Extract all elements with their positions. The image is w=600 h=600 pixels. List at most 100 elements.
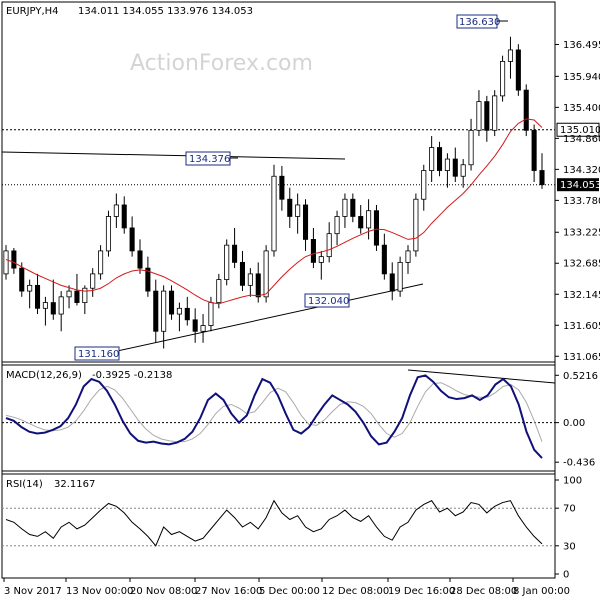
plot-frame [1, 1, 556, 579]
candle-body [74, 290, 80, 303]
candle-body [397, 261, 403, 292]
candle-body [66, 290, 72, 298]
moving-average-line [5, 118, 543, 305]
candle-body [358, 216, 364, 229]
candle-body [98, 250, 104, 275]
annotation-136630: 136.630 [456, 14, 508, 29]
price-tick-label: 136.495 [563, 40, 600, 51]
candle-body [216, 279, 222, 303]
candle-body [224, 244, 230, 281]
candle-body [145, 267, 151, 292]
annotation-134376-text: 134.376 [189, 154, 230, 165]
rsi-line [5, 499, 543, 547]
candle-body [295, 204, 301, 217]
candle-body [50, 302, 56, 315]
candle-body [3, 250, 9, 275]
candle-body [121, 204, 127, 229]
time-tick-label: 13 Nov 00:00 [66, 586, 133, 597]
candle-body [334, 216, 340, 235]
macd-axis: 0.5216 0.00 -0.436 [555, 371, 598, 469]
resistance-trendline [1, 151, 346, 160]
candle-body [90, 273, 96, 289]
price-tick-label: 134.320 [563, 165, 600, 176]
candle-body [452, 158, 458, 177]
candle-body [27, 284, 33, 292]
candle-body [476, 101, 482, 131]
candle-body [389, 273, 395, 292]
current-level-135010: 135.010 [556, 122, 600, 137]
candle-body [200, 325, 206, 332]
time-tick-label: 3 Nov 2017 [4, 586, 62, 597]
candle-body [19, 267, 25, 292]
macd-tick-label: 0.5216 [563, 371, 598, 382]
price-tick-label: 132.145 [563, 290, 600, 301]
candle-body [42, 302, 48, 309]
candle-body [373, 210, 380, 246]
candle-body [168, 290, 175, 315]
candle-body [310, 239, 316, 263]
annotation-136630-text: 136.630 [459, 17, 500, 28]
candle-body [137, 250, 143, 269]
time-tick-label: 12 Dec 08:00 [322, 586, 389, 597]
macd-values: -0.3925 -0.2138 [92, 370, 172, 381]
candle-body [492, 95, 498, 131]
candle-body [468, 129, 474, 166]
candle-body [263, 250, 269, 298]
candle-body [58, 296, 64, 315]
candle-body [247, 273, 253, 286]
candle-body [429, 147, 435, 171]
price-tick-label: 135.940 [563, 72, 600, 83]
candle-body [271, 175, 277, 252]
rsi-axis: 100 70 30 0 [555, 476, 582, 581]
time-tick-label: 8 Jan 00:00 [513, 586, 570, 597]
current-price-text: 134.053 [560, 180, 600, 191]
candle-body [318, 256, 324, 263]
rsi-tick-label: 0 [563, 570, 569, 581]
candle-body [153, 290, 159, 332]
candle-body [523, 89, 529, 131]
annotation-131160-text: 131.160 [78, 349, 119, 360]
candle-body [421, 170, 427, 200]
candle-body [539, 170, 545, 186]
candle-body [507, 49, 514, 62]
candle-body [436, 147, 443, 171]
price-tick-label: 132.685 [563, 259, 600, 270]
candle-body [366, 210, 372, 229]
candle-body [326, 233, 332, 258]
annotation-132040-text: 132.040 [308, 296, 349, 307]
candle-body [192, 319, 198, 332]
macd-line [5, 374, 543, 459]
rsi-tick-label: 30 [563, 541, 576, 552]
candle-body [161, 290, 167, 332]
support-trendline [89, 283, 424, 358]
current-level-135010-text: 135.010 [560, 125, 600, 136]
annotation-131160: 131.160 [74, 346, 120, 361]
candle-body [113, 204, 119, 217]
watermark: ActionForex.com [130, 51, 313, 76]
time-tick-label: 27 Nov 16:00 [195, 586, 262, 597]
candle-body [413, 198, 419, 252]
candle-body [484, 101, 490, 131]
chart-ohlc: 134.011 134.055 133.976 134.053 [78, 6, 253, 17]
chart-symbol: EURJPY,H4 [6, 6, 59, 17]
candle-body [531, 129, 537, 171]
time-tick-label: 28 Dec 08:00 [450, 586, 517, 597]
price-tick-label: 133.225 [563, 228, 600, 239]
time-tick-label: 5 Dec 00:00 [259, 586, 320, 597]
candle-body [350, 198, 356, 217]
price-tick-label: 134.860 [563, 134, 600, 145]
candle-body [381, 244, 387, 275]
rsi-tick-label: 100 [563, 476, 582, 487]
candle-body [82, 287, 88, 303]
candle-body [342, 198, 348, 217]
candle-body [34, 284, 41, 309]
price-tick-label: 133.780 [563, 196, 600, 207]
candle-body [302, 204, 309, 240]
rsi-tick-label: 70 [563, 504, 576, 515]
macd-tick-label: 0.00 [563, 418, 585, 429]
candle-body [239, 261, 246, 286]
time-tick-label: 19 Dec 16:00 [388, 586, 455, 597]
price-tick-label: 131.065 [563, 352, 600, 363]
candle-body [279, 175, 285, 200]
